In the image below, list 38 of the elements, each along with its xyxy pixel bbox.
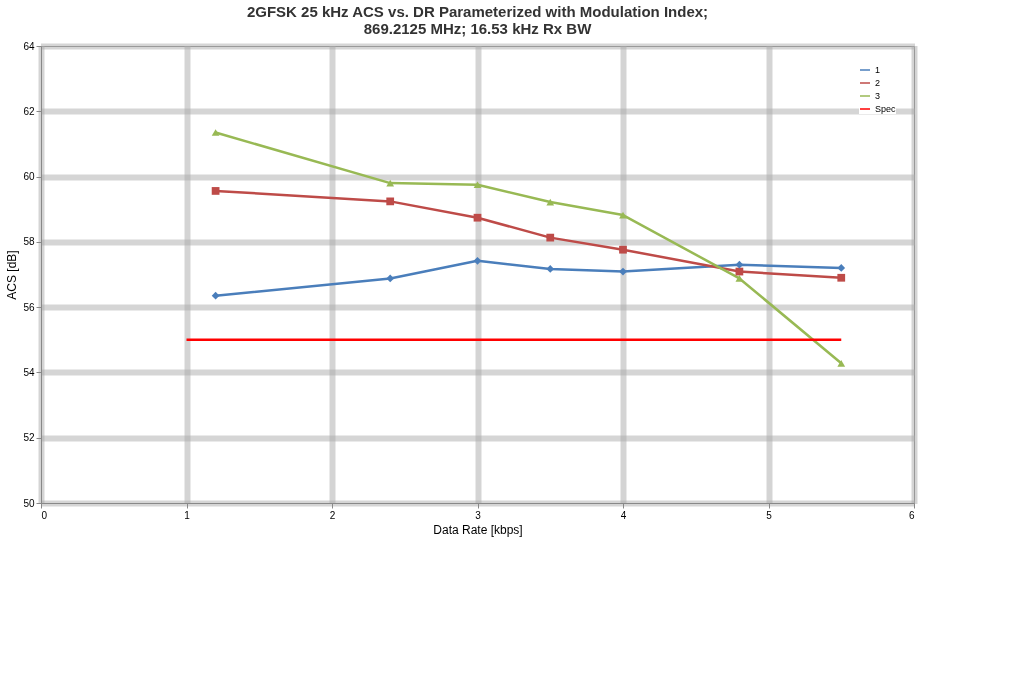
y-tick-label: 60: [23, 171, 35, 183]
legend-label: 2: [875, 78, 881, 88]
x-tick-label: 3: [475, 509, 482, 521]
point: [619, 245, 627, 254]
y-tick-label: 56: [23, 301, 35, 313]
point: [837, 273, 846, 282]
y-tick-label: 52: [23, 432, 35, 444]
legend-label: Spec: [875, 104, 897, 114]
x-tick-label: 4: [620, 509, 627, 521]
point: [211, 187, 220, 195]
text: 2GFSK 25 kHz ACS vs. DR Parameterized with Modulation Index;: [246, 3, 709, 20]
point: [473, 181, 482, 189]
text: 869.2125 MHz; 16.53 kHz Rx BW: [363, 20, 592, 37]
point: [386, 197, 395, 206]
point: [735, 260, 744, 269]
point: [619, 267, 627, 276]
y-axis-title: ACS [dB]: [5, 250, 20, 300]
y-tick-label: 62: [23, 105, 35, 117]
point: [211, 129, 220, 136]
x-tick-label: 6: [908, 509, 915, 521]
x-tick-label: 1: [184, 509, 191, 521]
point: [386, 274, 395, 283]
x-axis-title: Data Rate [kbps]: [433, 522, 523, 537]
y-tick-label: 58: [23, 236, 35, 248]
x-tick-label: 5: [766, 509, 773, 521]
y-tick-label: 64: [23, 40, 35, 52]
legend-label: 1: [875, 65, 881, 75]
y-tick-label: 50: [23, 497, 35, 509]
point: [546, 233, 555, 242]
point: [837, 264, 846, 272]
x-tick-label: 0: [41, 509, 48, 521]
point: [473, 213, 482, 222]
legend-label: 3: [875, 91, 881, 101]
point: [837, 359, 846, 367]
x-tick-label: 2: [329, 509, 336, 521]
point: [211, 291, 220, 300]
y-tick-label: 54: [23, 366, 35, 378]
point: [473, 256, 482, 265]
